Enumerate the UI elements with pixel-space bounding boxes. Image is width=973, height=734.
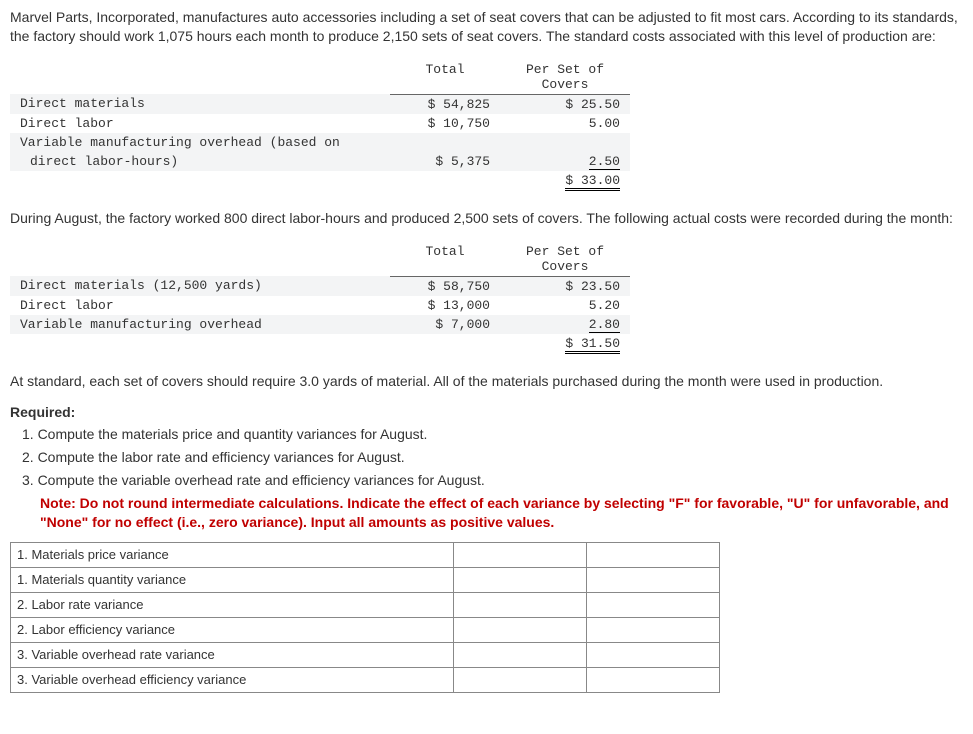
col-per-set: Per Set of Covers (500, 242, 630, 277)
answer-row: 2. Labor efficiency variance (11, 617, 720, 642)
note-text: Note: Do not round intermediate calculat… (22, 494, 963, 532)
answer-label: 3. Variable overhead rate variance (11, 642, 454, 667)
cell-total: $ 10,750 (390, 114, 500, 133)
answer-row: 2. Labor rate variance (11, 592, 720, 617)
requirement-item: 1. Compute the materials price and quant… (22, 425, 963, 444)
variance-amount-input[interactable] (454, 592, 587, 617)
cell-total: $ 58,750 (390, 276, 500, 296)
answer-label: 3. Variable overhead efficiency variance (11, 667, 454, 692)
variance-type-select[interactable] (587, 642, 720, 667)
cell-per: $ 25.50 (500, 94, 630, 114)
row-label: Variable manufacturing overhead (based o… (10, 133, 390, 152)
variance-amount-input[interactable] (454, 542, 587, 567)
answer-row: 1. Materials quantity variance (11, 567, 720, 592)
answer-label: 1. Materials price variance (11, 542, 454, 567)
requirement-item: 3. Compute the variable overhead rate an… (22, 471, 963, 490)
cell-per: 2.80 (500, 315, 630, 334)
answer-label: 2. Labor efficiency variance (11, 617, 454, 642)
cell-total: $ 5,375 (390, 152, 500, 171)
cell-per: 5.00 (500, 114, 630, 133)
required-heading: Required: (10, 403, 963, 422)
row-label: Variable manufacturing overhead (10, 315, 390, 334)
cell-per: 5.20 (500, 296, 630, 315)
row-label: Direct labor (10, 296, 390, 315)
mid-paragraph: During August, the factory worked 800 di… (10, 209, 963, 228)
row-label: Direct labor (10, 114, 390, 133)
variance-amount-input[interactable] (454, 667, 587, 692)
cell-per: 2.50 (500, 152, 630, 171)
answer-row: 3. Variable overhead efficiency variance (11, 667, 720, 692)
total-per-set: $ 33.00 (500, 171, 630, 190)
variance-amount-input[interactable] (454, 567, 587, 592)
after-paragraph: At standard, each set of covers should r… (10, 372, 963, 391)
variance-amount-input[interactable] (454, 617, 587, 642)
standard-cost-table: Total Per Set of Covers Direct materials… (10, 60, 630, 190)
variance-type-select[interactable] (587, 567, 720, 592)
answer-row: 3. Variable overhead rate variance (11, 642, 720, 667)
requirement-item: 2. Compute the labor rate and efficiency… (22, 448, 963, 467)
answer-grid: 1. Materials price variance 1. Materials… (10, 542, 720, 693)
variance-type-select[interactable] (587, 542, 720, 567)
col-per-set: Per Set of Covers (500, 60, 630, 95)
cell-per: $ 23.50 (500, 276, 630, 296)
variance-type-select[interactable] (587, 592, 720, 617)
variance-type-select[interactable] (587, 667, 720, 692)
total-per-set: $ 31.50 (500, 334, 630, 353)
cell-per (500, 133, 630, 152)
variance-amount-input[interactable] (454, 642, 587, 667)
col-total: Total (390, 242, 500, 277)
row-label: Direct materials (12,500 yards) (10, 276, 390, 296)
answer-row: 1. Materials price variance (11, 542, 720, 567)
cell-total: $ 13,000 (390, 296, 500, 315)
cell-total: $ 54,825 (390, 94, 500, 114)
answer-label: 1. Materials quantity variance (11, 567, 454, 592)
intro-paragraph: Marvel Parts, Incorporated, manufactures… (10, 8, 963, 46)
answer-label: 2. Labor rate variance (11, 592, 454, 617)
row-label: direct labor-hours) (10, 152, 390, 171)
col-total: Total (390, 60, 500, 95)
row-label: Direct materials (10, 94, 390, 114)
actual-cost-table: Total Per Set of Covers Direct materials… (10, 242, 630, 353)
cell-total (390, 133, 500, 152)
variance-type-select[interactable] (587, 617, 720, 642)
cell-total: $ 7,000 (390, 315, 500, 334)
